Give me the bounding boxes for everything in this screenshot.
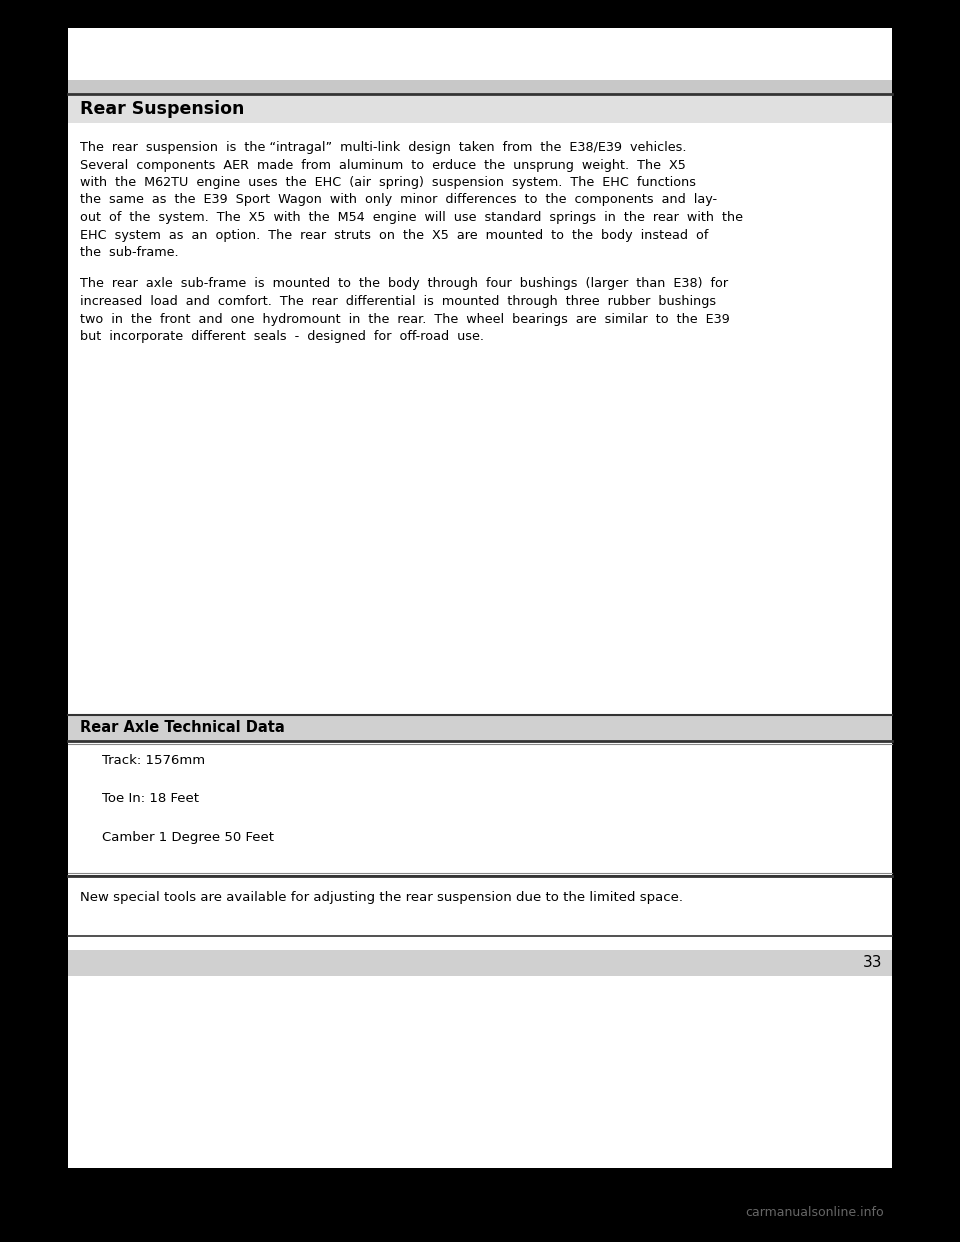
- Text: the  sub-frame.: the sub-frame.: [80, 246, 179, 260]
- Text: out  of  the  system.  The  X5  with  the  M54  engine  will  use  standard  spr: out of the system. The X5 with the M54 e…: [80, 211, 743, 224]
- Text: Rear Axle Technical Data: Rear Axle Technical Data: [80, 720, 285, 735]
- Text: 33: 33: [862, 955, 882, 970]
- Text: Toe In: 18 Feet: Toe In: 18 Feet: [102, 792, 199, 806]
- Text: two  in  the  front  and  one  hydromount  in  the  rear.  The  wheel  bearings : two in the front and one hydromount in t…: [80, 313, 730, 325]
- Text: New special tools are available for adjusting the rear suspension due to the lim: New special tools are available for adju…: [80, 892, 683, 904]
- Text: The  rear  axle  sub-frame  is  mounted  to  the  body  through  four  bushings : The rear axle sub-frame is mounted to th…: [80, 277, 728, 291]
- Text: EHC  system  as  an  option.  The  rear  struts  on  the  X5  are  mounted  to  : EHC system as an option. The rear struts…: [80, 229, 708, 241]
- Text: with  the  M62TU  engine  uses  the  EHC  (air  spring)  suspension  system.  Th: with the M62TU engine uses the EHC (air …: [80, 176, 696, 189]
- Text: Several  components  AER  made  from  aluminum  to  erduce  the  unsprung  weigh: Several components AER made from aluminu…: [80, 159, 685, 171]
- Text: Camber 1 Degree 50 Feet: Camber 1 Degree 50 Feet: [102, 831, 274, 843]
- Bar: [68, 29, 892, 1167]
- Bar: [68, 79, 892, 94]
- Text: but  incorporate  different  seals  -  designed  for  off-road  use.: but incorporate different seals - design…: [80, 330, 484, 343]
- Text: the  same  as  the  E39  Sport  Wagon  with  only  minor  differences  to  the  : the same as the E39 Sport Wagon with onl…: [80, 194, 717, 206]
- Bar: [68, 876, 892, 935]
- Text: The  rear  suspension  is  the “intragal”  multi-link  design  taken  from  the : The rear suspension is the “intragal” mu…: [80, 142, 686, 154]
- Text: Track: 1576mm: Track: 1576mm: [102, 754, 205, 768]
- Text: increased  load  and  comfort.  The  rear  differential  is  mounted  through  t: increased load and comfort. The rear dif…: [80, 296, 716, 308]
- Text: carmanualsonline.info: carmanualsonline.info: [745, 1206, 884, 1218]
- Bar: [68, 96, 892, 123]
- Text: Rear Suspension: Rear Suspension: [80, 101, 245, 118]
- Bar: [68, 29, 892, 79]
- Bar: [68, 949, 892, 975]
- Bar: [68, 359, 892, 714]
- Bar: [68, 714, 892, 740]
- Bar: [68, 123, 892, 1138]
